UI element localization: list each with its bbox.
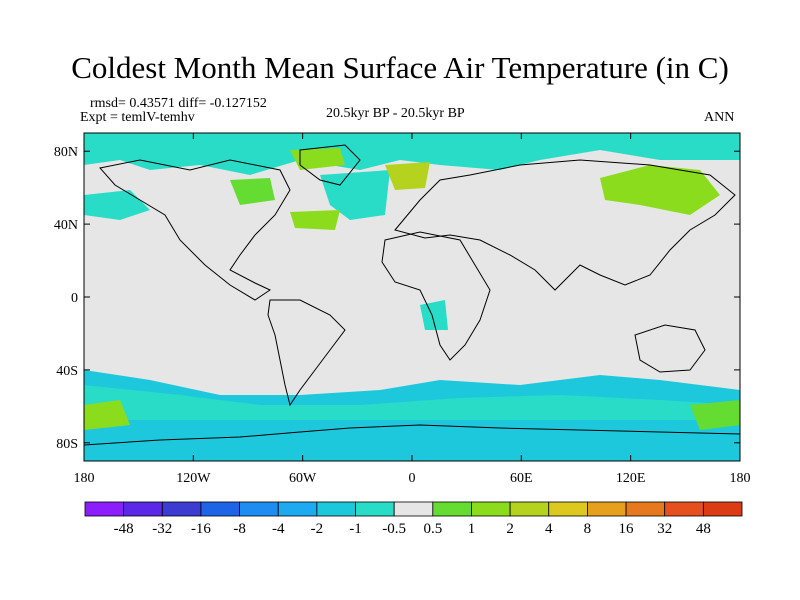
anomaly-region-n-pacific	[84, 190, 150, 220]
colorbar-swatch	[393, 501, 434, 517]
colorbar-label: -0.5	[382, 521, 406, 537]
anomaly-region-sw-pacific	[84, 400, 130, 430]
lat-label: 0	[71, 291, 78, 306]
colorbar-label: -16	[191, 521, 211, 537]
coast-africa	[381, 231, 491, 361]
colorbar-label: 48	[696, 521, 711, 537]
lat-label: 40S	[56, 364, 78, 379]
colorbar-swatch	[702, 501, 743, 517]
colorbar-swatch	[355, 501, 395, 517]
colorbar-swatch	[664, 501, 704, 517]
colorbar-label: 1	[468, 521, 476, 537]
anomaly-region-scandinavia	[385, 162, 430, 190]
colorbar-swatch	[509, 501, 550, 517]
colorbar-swatch	[239, 501, 279, 517]
colorbar-swatch	[200, 501, 240, 517]
coast-australia	[634, 324, 706, 373]
colorbar-swatch	[84, 501, 125, 517]
anomaly-field	[84, 133, 740, 461]
colorbar-label: 0.5	[423, 521, 442, 537]
rmsd-diff-stat: rmsd= 0.43571 diff= -0.127152	[90, 96, 267, 111]
map-title: Coldest Month Mean Surface Air Temperatu…	[71, 50, 729, 85]
anomaly-region-s-atlantic-patch	[420, 300, 448, 330]
colorbar-label: -1	[349, 521, 362, 537]
lon-label: 0	[409, 471, 416, 486]
lon-label: 60W	[289, 471, 317, 486]
colorbar-swatch	[316, 501, 356, 517]
colorbar-label: -8	[233, 521, 246, 537]
colorbar-swatch	[548, 501, 588, 517]
lon-label: 180	[74, 471, 95, 486]
colorbar-swatch	[432, 501, 472, 517]
lon-label: 120E	[616, 471, 646, 486]
anomaly-region-canada	[230, 178, 275, 205]
colorbar-label: 4	[545, 521, 553, 537]
coastlines	[84, 144, 740, 446]
coast-greenland	[299, 144, 361, 186]
colorbar-label: -32	[152, 521, 172, 537]
colorbar-swatch	[123, 501, 163, 517]
lat-label: 80S	[56, 437, 78, 452]
anomaly-region-arctic	[84, 133, 740, 175]
coast-south-america	[267, 299, 346, 407]
lon-label: 120W	[176, 471, 211, 486]
axis-ticks: 80N 40N 0 40S 80S 180 120W 60W 0 60E 120E 180	[54, 133, 751, 486]
colorbar-swatch	[471, 501, 511, 517]
lon-label: 180	[730, 471, 751, 486]
anomaly-region-siberia	[600, 165, 720, 215]
coast-eurasia	[394, 159, 736, 291]
season-label: ANN	[704, 110, 735, 125]
anomaly-region-atlantic-mid	[290, 210, 340, 230]
colorbar-label: 32	[657, 521, 672, 537]
coast-antarctica	[84, 424, 740, 446]
colorbar: -48 -32 -16 -8 -4 -2 -1 -0.5 0.5 1 2 4 8 16 32 48	[84, 501, 743, 537]
colorbar-label: 8	[584, 521, 592, 537]
colorbar-label: -4	[272, 521, 285, 537]
experiment-label: Expt = temlV-temhv	[80, 110, 195, 125]
colorbar-label: -2	[311, 521, 324, 537]
lat-label: 40N	[54, 218, 78, 233]
colorbar-swatch	[161, 501, 202, 517]
anomaly-region-antarctic-green	[690, 400, 740, 430]
period-label: 20.5kyr BP - 20.5kyr BP	[326, 106, 465, 121]
anomaly-region-n-atlantic	[320, 170, 390, 220]
colorbar-swatch	[625, 501, 666, 517]
colorbar-label: -48	[114, 521, 134, 537]
colorbar-label: 2	[506, 521, 514, 537]
coast-north-america	[99, 159, 291, 301]
colorbar-swatch	[587, 501, 627, 517]
anomaly-region-greenland	[290, 148, 345, 170]
lon-label: 60E	[510, 471, 533, 486]
lat-label: 80N	[54, 145, 78, 160]
colorbar-label: 16	[619, 521, 635, 537]
colorbar-swatch	[277, 501, 318, 517]
anomaly-region-southern-light	[84, 385, 740, 420]
